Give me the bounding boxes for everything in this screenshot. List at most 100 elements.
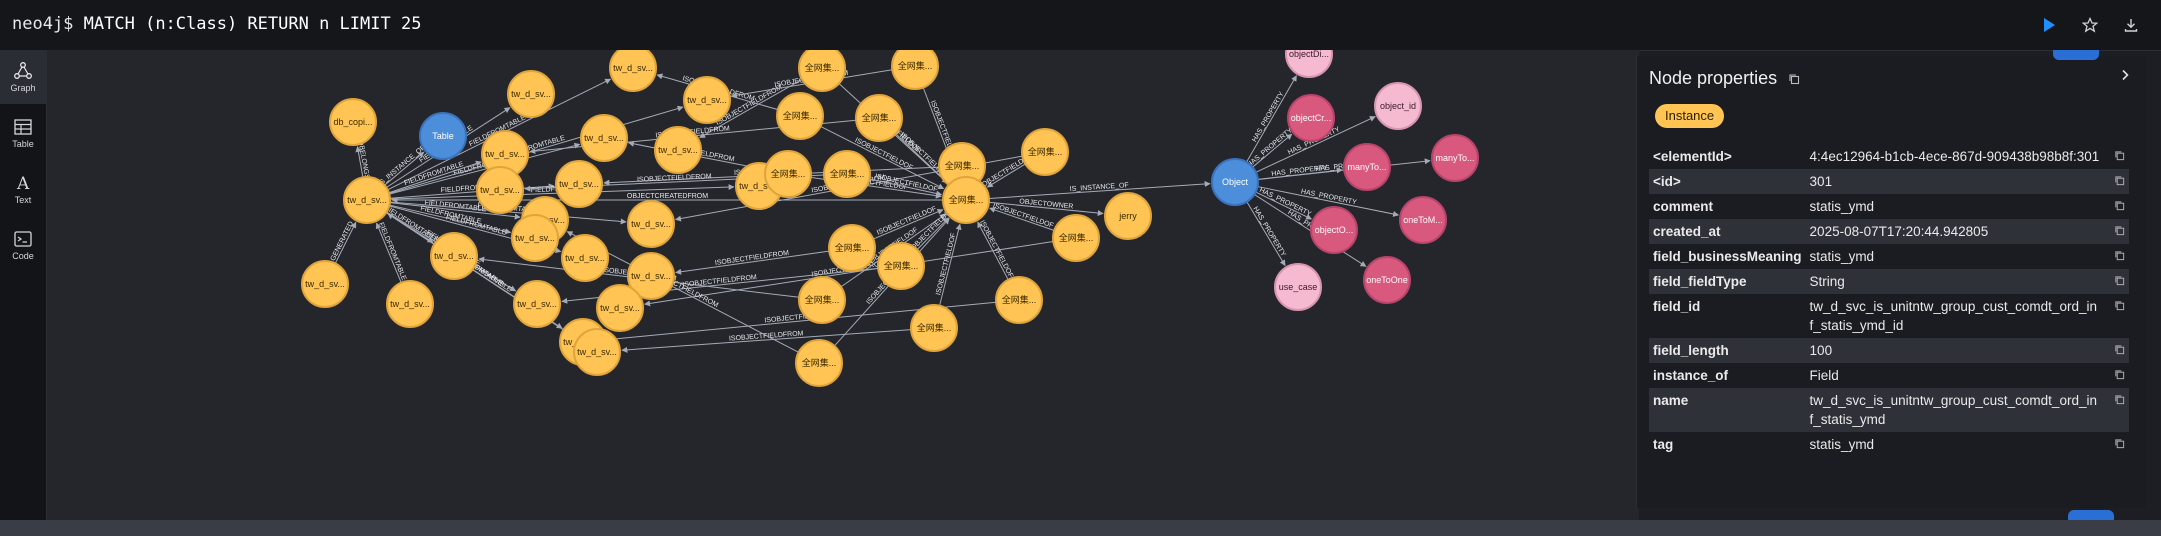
- relationship-line[interactable]: [1255, 191, 1313, 220]
- graph-node[interactable]: use_case: [1274, 263, 1322, 311]
- relationship-line[interactable]: [389, 204, 512, 235]
- node-circle[interactable]: [795, 339, 843, 387]
- relationship-line[interactable]: [977, 221, 1009, 280]
- graph-node[interactable]: manyTo...: [1343, 143, 1391, 191]
- copy-value-icon[interactable]: [2105, 269, 2129, 294]
- copy-value-icon[interactable]: [2106, 294, 2129, 338]
- collapse-panel-button[interactable]: [2114, 64, 2136, 86]
- graph-node[interactable]: tw_d_sv...: [511, 214, 559, 262]
- graph-node[interactable]: oneToOne: [1363, 256, 1411, 304]
- relationship-has-property[interactable]: HAS_PROPERTY: [1246, 127, 1294, 169]
- node-circle[interactable]: [430, 232, 478, 280]
- graph-node[interactable]: tw_d_sv...: [580, 114, 628, 162]
- relationship-isobjectfieldfrom[interactable]: ISOBJECTFIELDFROM: [675, 250, 830, 275]
- graph-node[interactable]: tw_d_sv...: [654, 126, 702, 174]
- node-circle[interactable]: [823, 150, 871, 198]
- node-circle[interactable]: [855, 94, 903, 142]
- graph-node[interactable]: tw_d_sv...: [627, 200, 675, 248]
- graph-node[interactable]: objectCr...: [1287, 94, 1335, 142]
- relationship-line[interactable]: [334, 221, 357, 264]
- node-circle[interactable]: [1104, 192, 1152, 240]
- graph-node[interactable]: 全网集...: [798, 50, 846, 92]
- relationship-line[interactable]: [384, 151, 425, 186]
- copy-value-icon[interactable]: [2106, 244, 2129, 269]
- node-circle[interactable]: [1374, 82, 1422, 130]
- query-editor[interactable]: neo4j$ MATCH (n:Class) RETURN n LIMIT 25: [12, 14, 421, 34]
- query-text[interactable]: MATCH (n:Class) RETURN n LIMIT 25: [83, 14, 422, 34]
- favorite-button[interactable]: [2077, 12, 2103, 38]
- node-circle[interactable]: [1052, 214, 1100, 262]
- graph-node[interactable]: 全网集...: [891, 50, 939, 90]
- copy-value-icon[interactable]: [2105, 169, 2129, 194]
- node-circle[interactable]: [476, 166, 524, 214]
- relationship-line[interactable]: [1246, 75, 1297, 163]
- copy-value-icon[interactable]: [2106, 194, 2129, 219]
- relationship-line[interactable]: [1252, 133, 1293, 168]
- graph-canvas[interactable]: FIELDBELONGSTOTA IS_INSTANCE_OF FIELDFROMT…: [47, 50, 1639, 520]
- relationship-line[interactable]: [675, 250, 830, 275]
- node-circle[interactable]: [891, 50, 939, 90]
- node-circle[interactable]: [1287, 94, 1335, 142]
- copy-value-icon[interactable]: [2105, 219, 2129, 244]
- graph-node[interactable]: 全网集...: [877, 242, 925, 290]
- relationship-line[interactable]: [1255, 116, 1376, 173]
- node-circle[interactable]: [798, 276, 846, 324]
- relationship-line[interactable]: [939, 223, 962, 306]
- relationship-line[interactable]: [355, 146, 364, 178]
- graph-node[interactable]: tw_d_sv...: [609, 50, 657, 92]
- graph-node[interactable]: 全网集...: [823, 150, 871, 198]
- graph-node[interactable]: 全网集...: [995, 276, 1043, 324]
- node-circle[interactable]: [776, 92, 824, 140]
- node-circle[interactable]: [580, 114, 628, 162]
- relationship-isobjectfieldof[interactable]: ISOBJECTFIELDOF: [935, 223, 962, 306]
- graph-node[interactable]: tw_d_sv...: [386, 280, 434, 328]
- relationship-line[interactable]: [699, 78, 803, 139]
- node-circle[interactable]: [828, 224, 876, 272]
- node-circle[interactable]: [1274, 263, 1322, 311]
- copy-value-icon[interactable]: [2105, 338, 2129, 363]
- node-circle[interactable]: [386, 280, 434, 328]
- graph-node[interactable]: 全网集...: [1052, 214, 1100, 262]
- node-circle[interactable]: [798, 50, 846, 92]
- graph-node[interactable]: 全网集...: [798, 276, 846, 324]
- relationship-line[interactable]: [388, 105, 684, 194]
- relationship-line[interactable]: [1246, 201, 1286, 267]
- node-circle[interactable]: [910, 304, 958, 352]
- graph-node[interactable]: Object: [1211, 158, 1259, 206]
- graph-node[interactable]: 全网集...: [942, 176, 990, 224]
- graph-node[interactable]: 全网集...: [1021, 128, 1069, 176]
- relationship-line[interactable]: [873, 209, 944, 240]
- download-button[interactable]: [2118, 12, 2144, 38]
- graph-node[interactable]: tw_d_sv...: [513, 280, 561, 328]
- view-graph-button[interactable]: Graph: [0, 50, 46, 104]
- graph-node[interactable]: tw_d_sv...: [301, 260, 349, 308]
- copy-value-icon[interactable]: [2105, 388, 2129, 432]
- copy-value-icon[interactable]: [2106, 432, 2129, 457]
- graph-node[interactable]: Table: [419, 112, 467, 160]
- graph-node[interactable]: 全网集...: [855, 94, 903, 142]
- node-circle[interactable]: [1211, 158, 1259, 206]
- graph-node[interactable]: object_id: [1374, 82, 1422, 130]
- relationship-generated[interactable]: GENERATED: [330, 221, 357, 264]
- node-circle[interactable]: [1285, 50, 1333, 78]
- graph-node[interactable]: tw_d_sv...: [596, 284, 644, 332]
- graph-node[interactable]: 全网集...: [776, 92, 824, 140]
- copy-value-icon[interactable]: [2106, 144, 2129, 169]
- node-circle[interactable]: [1021, 128, 1069, 176]
- view-code-button[interactable]: Code: [0, 218, 46, 272]
- graph-node[interactable]: tw_d_sv...: [573, 328, 621, 376]
- copy-value-icon[interactable]: [2106, 363, 2129, 388]
- relationship-line[interactable]: [895, 133, 949, 184]
- relationship-line[interactable]: [644, 240, 1054, 307]
- relationship-line[interactable]: [869, 178, 943, 197]
- graph-node[interactable]: 全网集...: [795, 339, 843, 387]
- node-circle[interactable]: [419, 112, 467, 160]
- run-query-button[interactable]: [2036, 12, 2062, 38]
- graph-svg[interactable]: FIELDBELONGSTOTA IS_INSTANCE_OFFIELDFROMT…: [47, 50, 1639, 520]
- graph-node[interactable]: jerry: [1104, 192, 1152, 240]
- relationship-is-instance-of[interactable]: IS_INSTANCE_OF: [988, 181, 1211, 199]
- relationship-line[interactable]: [820, 125, 945, 190]
- view-text-button[interactable]: A Text: [0, 162, 46, 216]
- graph-node[interactable]: tw_d_sv...: [507, 70, 555, 118]
- relationship-line[interactable]: [988, 181, 1211, 199]
